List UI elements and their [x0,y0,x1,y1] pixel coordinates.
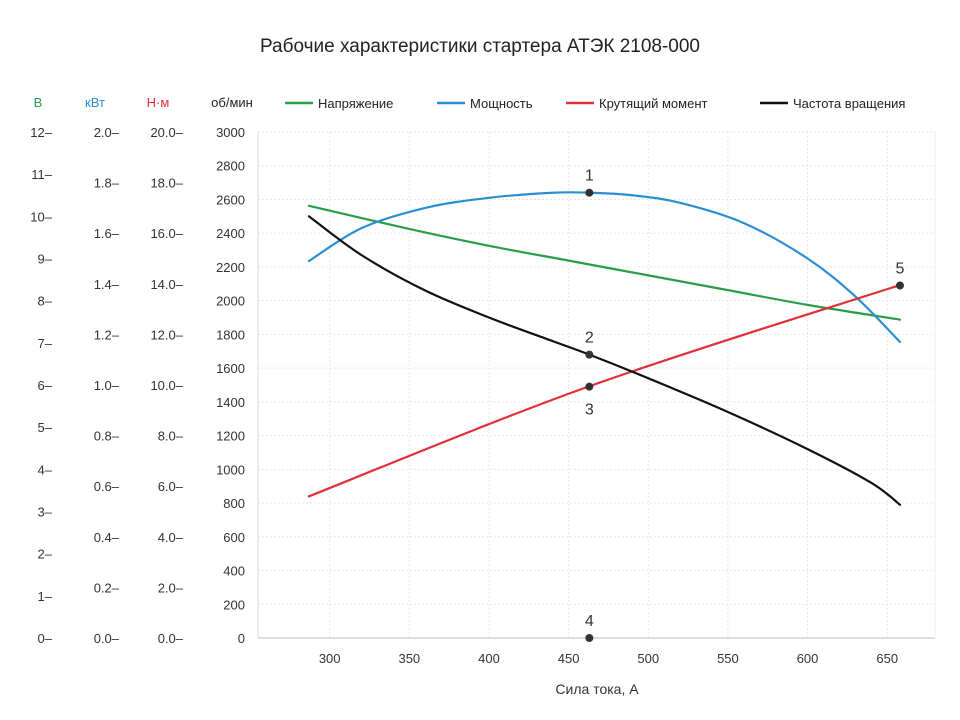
legend-label: Частота вращения [793,96,905,111]
y-tick-label: 0.4– [94,530,120,545]
marked-point [895,281,904,290]
y-tick-label: 3000 [216,125,245,140]
y-tick-label: 0.0– [94,631,120,646]
y-tick-label: 10.0– [150,378,183,393]
y-axis-unit-label: В [34,95,43,110]
y-tick-label: 4– [38,462,53,477]
legend-label: Мощность [470,96,533,111]
x-tick-label: 350 [398,651,420,666]
x-tick-label: 500 [637,651,659,666]
y-tick-label: 0 [238,631,245,646]
y-tick-label: 18.0– [150,176,183,191]
y-tick-label: 2600 [216,192,245,207]
marked-point-label: 4 [585,613,594,630]
marked-point [585,350,594,359]
series-torque-line [307,283,902,498]
y-axis-unit-label: Н·м [147,95,170,110]
grid [258,131,935,639]
y-axis-unit-label: кВт [85,95,105,110]
x-tick-label: 600 [797,651,819,666]
marked-point-label: 1 [585,168,594,185]
marked-point-label: 5 [896,260,905,277]
y-tick-label: 1– [38,589,53,604]
y-tick-label: 7– [38,336,53,351]
y-tick-label: 1600 [216,361,245,376]
y-tick-label: 0.0– [158,631,184,646]
x-tick-label: 650 [876,651,898,666]
y-tick-label: 200 [223,597,245,612]
legend: Напряжение Мощность Крутящий момент Частота… [285,96,905,111]
y-tick-label: 0– [38,631,53,646]
y-tick-label: 14.0– [150,277,183,292]
y-tick-label: 2800 [216,159,245,174]
x-tick-label: 300 [319,651,341,666]
y-tick-label: 0.6– [94,479,120,494]
y-tick-label: 1800 [216,327,245,342]
y-tick-label: 6– [38,378,53,393]
y-tick-label: 12– [30,125,52,140]
y-tick-label: 9– [38,252,53,267]
x-tick-label: 450 [558,651,580,666]
y-tick-label: 2.0– [94,125,120,140]
series-lines [307,191,902,506]
x-axis-label: Сила тока, А [555,681,639,697]
y-tick-label: 1200 [216,429,245,444]
marked-point-label: 3 [585,402,594,419]
marked-point-label: 2 [585,330,594,347]
y-tick-label: 10– [30,209,52,224]
y-tick-label: 1000 [216,462,245,477]
y-tick-label: 8.0– [158,429,184,444]
series-voltage-line [307,204,902,321]
marked-points: 1 2 3 4 5 [585,168,905,642]
y-tick-label: 8– [38,294,53,309]
y-tick-label: 12.0– [150,327,183,342]
y-tick-label: 1.4– [94,277,120,292]
y-tick-label: 6.0– [158,479,184,494]
y-tick-label: 1.6– [94,226,120,241]
y-tick-label: 5– [38,420,53,435]
y-tick-label: 1.2– [94,327,120,342]
y-tick-label: 1400 [216,395,245,410]
y-tick-label: 2400 [216,226,245,241]
y-tick-label: 0.8– [94,429,120,444]
marked-point [585,634,594,642]
marked-point [585,188,594,197]
y-tick-label: 600 [223,530,245,545]
y-tick-label: 1.0– [94,378,120,393]
series-power-line [307,191,902,344]
legend-label: Крутящий момент [599,96,707,111]
y-axis-unit-label: об/мин [211,95,253,110]
legend-label: Напряжение [318,96,393,111]
x-tick-label: 550 [717,651,739,666]
marked-point [585,382,594,391]
y-tick-label: 4.0– [158,530,184,545]
y-tick-label: 400 [223,564,245,579]
y-tick-label: 11– [31,167,52,182]
y-tick-label: 20.0– [150,125,183,140]
axes: 300 350 400 450 500 550 600 650 об/мин 0 200 400 600… [30,95,936,666]
y-tick-label: 0.2– [94,580,120,595]
y-tick-label: 2– [38,547,53,562]
y-tick-label: 1.8– [94,176,120,191]
x-tick-label: 400 [478,651,500,666]
y-tick-label: 16.0– [150,226,183,241]
y-tick-label: 3– [38,505,53,520]
chart-title: Рабочие характеристики стартера АТЭК 210… [260,36,700,57]
y-tick-label: 2200 [216,260,245,275]
y-tick-label: 2000 [216,294,245,309]
y-tick-label: 2.0– [158,580,184,595]
y-tick-label: 800 [223,496,245,511]
